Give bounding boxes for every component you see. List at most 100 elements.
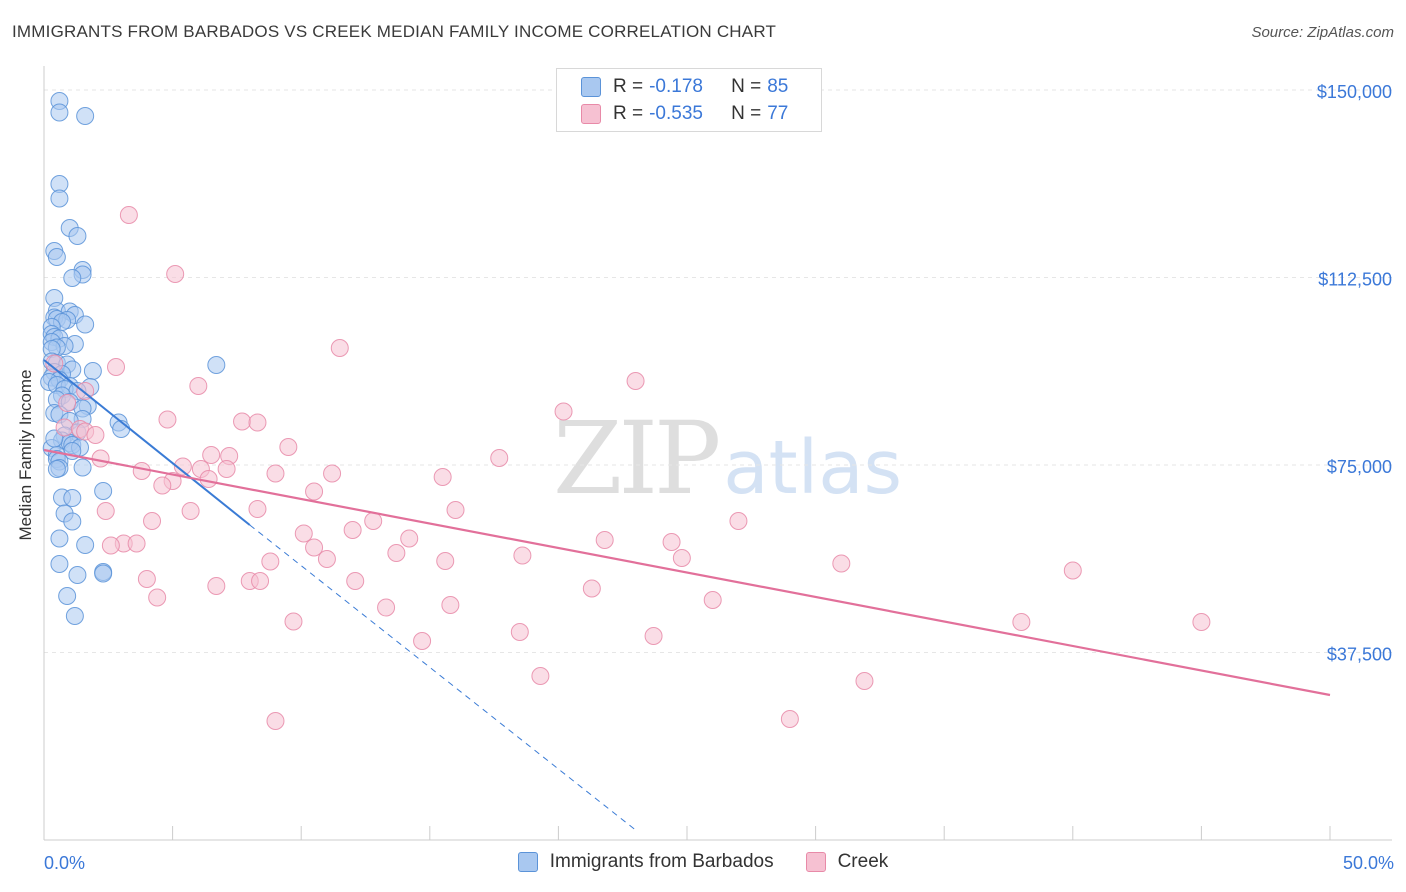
creek-point — [137, 570, 156, 588]
legend-n-label: N = — [731, 76, 762, 97]
creek-point — [119, 206, 138, 224]
creek-point — [199, 470, 218, 488]
creek-point — [595, 531, 614, 549]
creek-point — [207, 577, 226, 595]
legend-n-value: 85 — [767, 76, 789, 97]
creek-point — [330, 339, 349, 357]
tick-labels: $37,500 $75,000 $112,500 $150,000 0.0% 50.0% — [44, 82, 1394, 873]
legend-label-creek: Creek — [837, 851, 889, 872]
legend-r-label: R = — [613, 76, 644, 97]
watermark: ZIPatlas — [553, 400, 902, 517]
legend-r-value: -0.535 — [649, 103, 703, 124]
creek-point — [251, 572, 270, 590]
creek-point — [294, 524, 313, 543]
creek-point — [101, 536, 120, 555]
creek-point — [107, 358, 126, 376]
creek-point — [436, 552, 455, 570]
barbados-point — [76, 107, 95, 125]
creek-point — [284, 612, 303, 631]
barbados-point — [207, 356, 226, 374]
barbados-point — [73, 458, 92, 477]
creek-point — [86, 426, 105, 444]
creek-point — [153, 476, 172, 495]
legend-item-creek[interactable]: Creek — [805, 851, 889, 873]
creek-point — [261, 552, 280, 571]
creek-point — [1063, 561, 1082, 580]
creek-point — [55, 418, 74, 437]
creek-point — [672, 549, 691, 567]
legend-swatch-pink — [581, 104, 601, 124]
legend-row-creek: R = -0.535 N = 77 — [581, 102, 788, 126]
chart-source: Source: ZipAtlas.com — [1251, 24, 1394, 41]
trend-lines — [43, 359, 1331, 831]
creek-point — [855, 672, 874, 690]
legend-item-barbados[interactable]: Immigrants from Barbados — [517, 851, 774, 873]
creek-point — [148, 588, 167, 607]
creek-point — [317, 550, 336, 568]
barbados-point — [83, 362, 102, 380]
series-legend: Immigrants from Barbados Creek — [0, 851, 1406, 873]
creek-point — [377, 598, 396, 617]
creek-point — [143, 512, 162, 530]
creek-point — [248, 413, 267, 432]
creek-point — [279, 438, 298, 456]
creek-point — [233, 412, 252, 431]
creek-point — [173, 457, 192, 476]
creek-point — [1012, 613, 1031, 631]
creek-point — [644, 627, 663, 645]
creek-point — [158, 410, 177, 429]
barbados-point — [50, 529, 69, 548]
y-axis-title: Median Family Income — [16, 369, 35, 541]
y-tick-label: $75,000 — [1327, 457, 1392, 477]
creek-point — [181, 502, 200, 520]
creek-point — [531, 667, 550, 685]
chart-title: IMMIGRANTS FROM BARBADOS VS CREEK MEDIAN… — [12, 22, 777, 41]
creek-point — [400, 529, 419, 548]
creek-point — [96, 502, 115, 520]
barbados-trend-extension — [249, 524, 636, 831]
barbados-point — [76, 536, 95, 554]
creek-point — [305, 538, 324, 557]
creek-point — [346, 572, 365, 590]
x-tick-label-min: 0.0% — [44, 853, 85, 873]
creek-point — [58, 394, 77, 412]
barbados-point — [76, 315, 95, 334]
barbados-point — [63, 269, 82, 287]
creek-point — [662, 533, 681, 551]
barbados-point — [50, 555, 69, 573]
creek-point — [729, 512, 748, 530]
legend-r-value: -0.178 — [649, 76, 703, 97]
legend-row-barbados: R = -0.178 N = 85 — [581, 75, 788, 99]
creek-point — [832, 554, 851, 573]
creek-point — [217, 460, 236, 478]
y-tick-label: $150,000 — [1317, 82, 1392, 102]
barbados-point — [50, 189, 69, 208]
creek-point — [703, 591, 722, 609]
creek-point — [189, 377, 208, 395]
creek-point — [266, 712, 285, 730]
legend-n-label: N = — [731, 103, 762, 124]
creek-point — [202, 446, 221, 464]
watermark-atlas: atlas — [723, 425, 903, 511]
barbados-point — [47, 460, 66, 478]
creek-point — [554, 402, 573, 421]
barbados-trend-line — [43, 359, 251, 526]
barbados-point — [65, 607, 84, 625]
x-tick-label-max: 50.0% — [1343, 853, 1394, 873]
creek-point — [127, 534, 146, 553]
creek-point — [510, 623, 529, 641]
creek-point — [441, 596, 460, 614]
stats-legend: R = -0.178 N = 85 R = -0.535 N = 77 — [556, 68, 822, 132]
creek-point — [490, 449, 509, 467]
barbados-point — [63, 512, 82, 531]
creek-point — [266, 464, 285, 483]
series-creek-points — [45, 206, 1211, 730]
barbados-point — [63, 489, 82, 507]
creek-point — [364, 512, 383, 530]
creek-point — [626, 372, 645, 390]
barbados-point — [68, 227, 87, 245]
creek-point — [413, 632, 432, 650]
barbados-point — [68, 566, 87, 584]
creek-point — [305, 482, 324, 501]
